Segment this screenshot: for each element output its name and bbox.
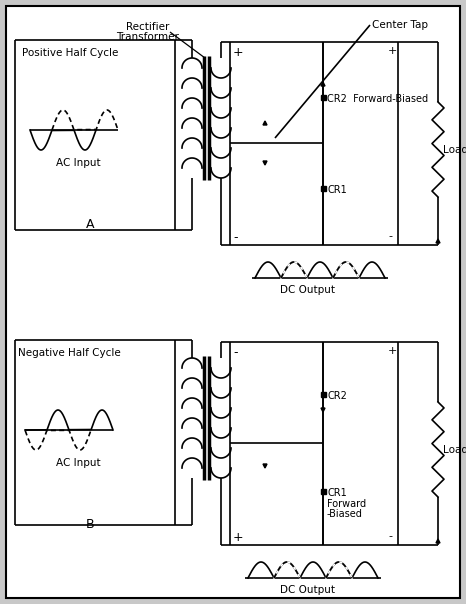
Text: CR2  Forward-Biased: CR2 Forward-Biased	[327, 94, 428, 104]
Text: B: B	[86, 518, 94, 531]
Bar	[321, 185, 325, 190]
Text: Negative Half Cycle: Negative Half Cycle	[18, 348, 121, 358]
Polygon shape	[263, 464, 267, 468]
FancyBboxPatch shape	[6, 6, 460, 598]
Polygon shape	[263, 121, 267, 125]
Bar	[321, 391, 325, 396]
Text: AC Input: AC Input	[56, 458, 100, 468]
Polygon shape	[321, 82, 325, 86]
Text: -: -	[233, 231, 238, 244]
Text: CR1: CR1	[327, 185, 347, 195]
Text: Load: Load	[443, 445, 466, 455]
Text: Load: Load	[443, 145, 466, 155]
Bar	[321, 489, 325, 493]
Text: A: A	[86, 218, 94, 231]
Text: -: -	[388, 231, 392, 241]
Polygon shape	[263, 161, 267, 165]
Text: CR1: CR1	[327, 488, 347, 498]
Text: DC Output: DC Output	[281, 585, 336, 595]
Bar	[321, 94, 325, 100]
Text: Positive Half Cycle: Positive Half Cycle	[22, 48, 118, 58]
Text: DC Output: DC Output	[281, 285, 336, 295]
Text: -Biased: -Biased	[327, 509, 363, 519]
Text: AC Input: AC Input	[56, 158, 100, 168]
Text: -: -	[388, 531, 392, 541]
Text: Center Tap: Center Tap	[372, 20, 428, 30]
Text: CR2: CR2	[327, 391, 347, 401]
Text: +: +	[388, 346, 397, 356]
Text: +: +	[233, 46, 244, 59]
Text: Forward: Forward	[327, 499, 366, 509]
Text: Transformer: Transformer	[116, 32, 179, 42]
Text: +: +	[233, 531, 244, 544]
Text: +: +	[388, 46, 397, 56]
Polygon shape	[436, 239, 440, 243]
Text: Rectifier: Rectifier	[126, 22, 170, 32]
Polygon shape	[321, 408, 325, 412]
Polygon shape	[436, 539, 440, 543]
Text: -: -	[233, 346, 238, 359]
